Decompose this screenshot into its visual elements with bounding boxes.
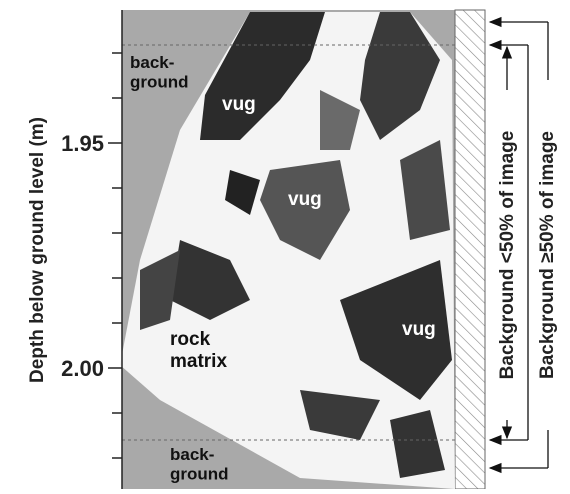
figure: 1.95 2.00 Depth below ground level (m) b… — [0, 0, 570, 489]
tick-label: 1.95 — [61, 131, 104, 156]
y-axis — [108, 10, 122, 489]
text-line: ground — [170, 465, 229, 484]
text-line: rock — [170, 329, 211, 350]
tick-label: 2.00 — [61, 356, 104, 381]
region-label: vug — [222, 94, 256, 115]
region-label: vug — [402, 319, 436, 340]
text-line: back- — [130, 53, 174, 72]
hatched-strip — [455, 10, 485, 489]
region-label: vug — [288, 189, 322, 210]
text-line: matrix — [170, 351, 227, 372]
text-line: back- — [170, 445, 214, 464]
bracket-label: Background ≥50% of image — [537, 131, 558, 379]
bracket-label: Background <50% of image — [497, 131, 518, 380]
axis-label: Depth below ground level (m) — [27, 117, 48, 383]
text-line: ground — [130, 73, 189, 92]
